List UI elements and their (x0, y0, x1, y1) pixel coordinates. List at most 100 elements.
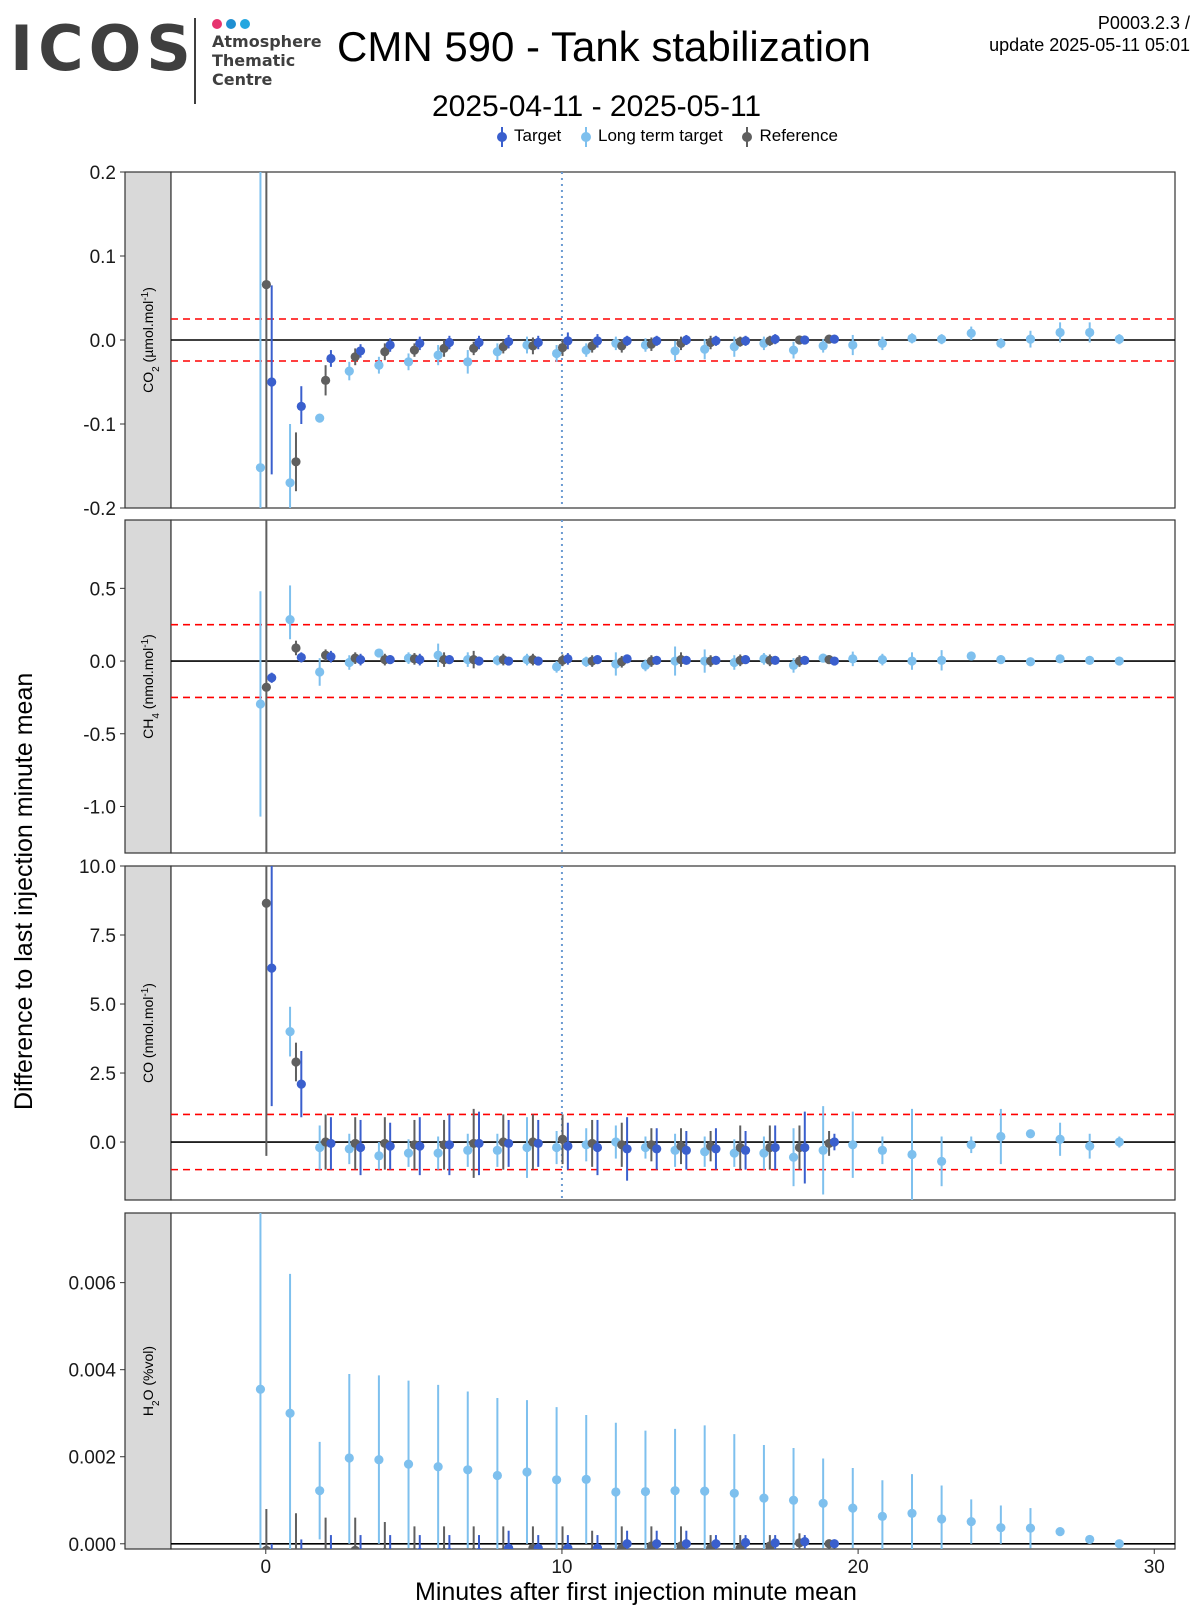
point-long-term-target (670, 1486, 680, 1496)
legend-key-long-term-target (580, 126, 592, 147)
point-target (297, 1554, 306, 1563)
point-target (652, 336, 662, 346)
point-long-term-target (581, 1474, 591, 1484)
point-target (533, 656, 543, 666)
point-long-term-target (907, 1149, 917, 1160)
point-target (740, 336, 751, 346)
panel-data (171, 866, 1175, 1200)
point-long-term-target (403, 357, 414, 367)
strip-text-part: (nmol.mol (140, 648, 156, 713)
point-long-term-target (374, 1151, 384, 1161)
point-target (592, 1543, 603, 1549)
icos-logo: ICOS (10, 12, 196, 85)
strip-text-part: 2 (151, 1400, 162, 1406)
point-long-term-target (700, 1147, 710, 1157)
point-target (770, 334, 780, 344)
point-target (800, 1142, 810, 1153)
point-long-term-target (315, 1486, 325, 1496)
point-long-term-target (700, 1486, 710, 1496)
point-target (326, 1552, 335, 1561)
strip-text-part: O (%vol) (140, 1346, 156, 1400)
point-target (622, 654, 632, 664)
point-long-term-target (1055, 1134, 1065, 1144)
point-long-term-target (907, 656, 917, 666)
logo-sub-line: Thematic (212, 51, 296, 70)
point-long-term-target (1025, 657, 1036, 667)
point-target (415, 338, 425, 348)
point-long-term-target (463, 1465, 473, 1475)
point-reference (291, 457, 301, 467)
point-long-term-target (729, 1488, 739, 1498)
point-long-term-target (344, 1453, 354, 1463)
point-target (355, 654, 366, 665)
legend-label: Long term target (597, 126, 723, 145)
point-target (444, 654, 454, 665)
point-long-term-target (848, 1140, 858, 1150)
point-long-term-target (1114, 1539, 1124, 1549)
point-target (770, 1538, 780, 1548)
chart-subtitle: 2025-04-11 - 2025-05-11 (432, 90, 762, 123)
point-long-term-target (759, 1493, 769, 1503)
point-reference (261, 682, 271, 692)
y-tick-label: 0.1 (90, 247, 116, 268)
point-target (829, 334, 840, 344)
logo-sub-line: Centre (212, 70, 273, 89)
y-tick-label: 0.2 (90, 163, 116, 184)
point-target (711, 336, 721, 346)
point-long-term-target (1085, 327, 1095, 338)
facet-strip-label: H2O (%vol) (140, 1346, 162, 1416)
point-long-term-target (255, 1384, 266, 1394)
point-target (356, 1552, 365, 1561)
point-long-term-target (1055, 1526, 1065, 1537)
point-reference (470, 1547, 477, 1549)
point-reference (439, 343, 449, 353)
point-target (533, 1543, 543, 1549)
point-target (446, 1547, 453, 1549)
point-target (800, 1537, 810, 1547)
point-long-term-target (996, 1523, 1006, 1533)
facet-strip-label: CH4 (nmol.mol-1) (140, 634, 162, 739)
point-target (296, 652, 306, 663)
point-target (385, 1141, 395, 1151)
point-target (829, 1137, 840, 1147)
point-long-term-target (670, 346, 680, 356)
point-reference (321, 1550, 330, 1559)
point-target (267, 377, 277, 387)
point-target (563, 1141, 573, 1151)
point-target (385, 654, 395, 665)
point-target (800, 655, 810, 665)
point-long-term-target (966, 1140, 976, 1150)
logo-dot-blue (226, 19, 236, 29)
point-long-term-target (285, 615, 295, 625)
strip-text-part: 4 (151, 713, 162, 719)
point-target (474, 337, 484, 348)
point-long-term-target (1085, 1534, 1095, 1545)
point-long-term-target (285, 1408, 295, 1418)
strip-text-part: -1 (140, 638, 151, 647)
point-target (326, 652, 336, 662)
point-reference (261, 898, 271, 908)
strip-text-part: ) (140, 983, 156, 988)
point-long-term-target (877, 654, 887, 665)
point-target (355, 1142, 366, 1153)
point-long-term-target (1055, 327, 1065, 338)
y-tick-label: -1.0 (83, 797, 116, 818)
point-target (652, 1144, 662, 1154)
panel-co2: CO2 (µmol.mol-1) 0.2 0.1 0.0 -0.1 -0.2 (83, 163, 1176, 520)
point-long-term-target (1085, 1141, 1095, 1151)
logo-dots (212, 16, 254, 34)
point-reference (291, 643, 301, 653)
point-long-term-target (522, 1142, 532, 1153)
point-reference (261, 1545, 271, 1549)
point-long-term-target (996, 654, 1006, 665)
panel-data (171, 172, 1175, 508)
strip-text-part: CH (140, 719, 156, 739)
point-reference (557, 342, 568, 353)
point-target (416, 1547, 423, 1549)
legend-item-reference: Reference (741, 126, 838, 147)
point-long-term-target (1025, 334, 1036, 344)
point-target (592, 336, 603, 346)
point-long-term-target (848, 654, 858, 664)
point-target (267, 963, 277, 973)
point-target (592, 1142, 603, 1153)
